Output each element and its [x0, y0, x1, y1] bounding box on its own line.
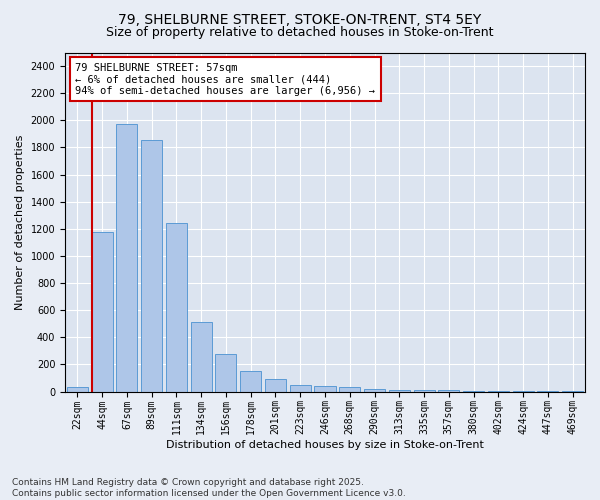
Bar	[191, 322, 212, 392]
Bar	[92, 232, 113, 392]
Text: Size of property relative to detached houses in Stoke-on-Trent: Size of property relative to detached ho…	[106, 26, 494, 39]
Bar	[463, 391, 484, 392]
Y-axis label: Number of detached properties: Number of detached properties	[15, 134, 25, 310]
Bar	[265, 380, 286, 392]
Bar	[389, 390, 410, 392]
Bar	[166, 224, 187, 392]
Bar	[314, 386, 335, 392]
Bar	[141, 140, 162, 392]
Bar	[116, 124, 137, 392]
Bar	[240, 370, 261, 392]
Bar	[215, 354, 236, 392]
Bar	[438, 390, 460, 392]
Bar	[364, 388, 385, 392]
Text: 79 SHELBURNE STREET: 57sqm
← 6% of detached houses are smaller (444)
94% of semi: 79 SHELBURNE STREET: 57sqm ← 6% of detac…	[76, 62, 376, 96]
Bar	[339, 387, 360, 392]
Text: 79, SHELBURNE STREET, STOKE-ON-TRENT, ST4 5EY: 79, SHELBURNE STREET, STOKE-ON-TRENT, ST…	[118, 12, 482, 26]
Text: Contains HM Land Registry data © Crown copyright and database right 2025.
Contai: Contains HM Land Registry data © Crown c…	[12, 478, 406, 498]
X-axis label: Distribution of detached houses by size in Stoke-on-Trent: Distribution of detached houses by size …	[166, 440, 484, 450]
Bar	[413, 390, 434, 392]
Bar	[290, 385, 311, 392]
Bar	[67, 388, 88, 392]
